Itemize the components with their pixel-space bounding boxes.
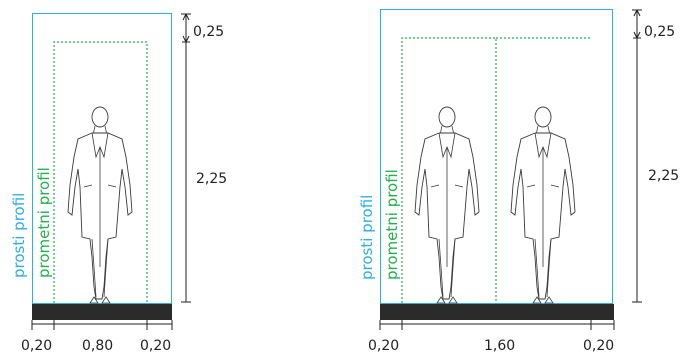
dim-right-label: 0,20: [140, 338, 171, 353]
dim-left-label: 0,20: [368, 338, 399, 353]
height-dimension: [181, 13, 191, 303]
dim-top-label: 0,25: [193, 24, 224, 40]
clearance-profile-label: prosti profil: [358, 195, 376, 280]
dim-height-label: 2,25: [648, 168, 679, 184]
person-figure: [414, 106, 480, 304]
person-figure: [510, 106, 576, 304]
dim-left-label: 0,20: [21, 338, 52, 353]
ground-slab: [380, 304, 614, 320]
dim-center-label: 0,80: [82, 338, 113, 353]
person-figure: [67, 106, 133, 304]
traffic-profile-outline: [401, 37, 497, 303]
ground-slab: [32, 304, 172, 320]
clearance-profile-label: prosti profil: [10, 193, 28, 278]
dim-right-label: 0,20: [583, 338, 614, 353]
dim-height-label: 2,25: [196, 171, 227, 187]
width-dimension: [379, 320, 615, 330]
height-dimension: [632, 9, 642, 303]
clearance-profile-outline: [380, 9, 613, 304]
dim-top-label: 0,25: [644, 24, 675, 40]
right-diagram: 0,25 2,25 0,20 1,60 0,20 prosti profil p…: [358, 9, 679, 353]
clearance-profile-outline: [32, 13, 172, 304]
left-diagram: 0,25 2,25 0,20 0,80 0,20 prosti profil p…: [10, 13, 227, 353]
traffic-profile-label: prometni profil: [35, 167, 53, 278]
width-dimension: [31, 320, 173, 330]
traffic-profile-label: prometni profil: [383, 169, 401, 280]
traffic-profile-outline: [53, 41, 148, 303]
dim-center-label: 1,60: [484, 338, 515, 353]
